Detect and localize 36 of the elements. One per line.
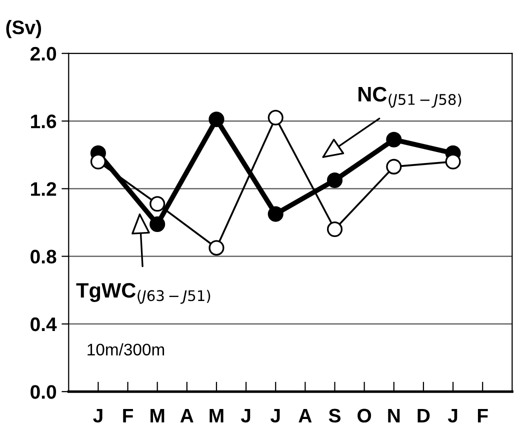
- point: [208, 240, 224, 256]
- x-tick-label: A: [180, 408, 194, 422]
- x-tick-label: N: [388, 408, 400, 422]
- x-tick-label: J: [240, 408, 250, 423]
- point: [150, 216, 166, 232]
- x-tick-label: J: [93, 408, 102, 423]
- x-tick-label: O: [358, 408, 372, 423]
- point: [90, 154, 106, 170]
- x-tick-label: F: [478, 408, 488, 422]
- point: [386, 158, 402, 174]
- point: [326, 221, 343, 238]
- x-tick-label: J: [270, 408, 280, 423]
- x-tick-label: A: [298, 408, 312, 422]
- point: [326, 172, 343, 188]
- annotation: 10m/300m: [88, 343, 164, 356]
- point: [150, 196, 166, 212]
- y-tick-label: 0.4: [30, 317, 57, 332]
- x-tick-label: M: [150, 408, 164, 422]
- x-tick-label: M: [210, 408, 224, 422]
- point: [208, 112, 224, 128]
- y-axis-title: (Sv): [6, 20, 42, 38]
- y-tick-label: 1.6: [31, 114, 56, 128]
- point: [268, 206, 284, 222]
- y-tick-label: 0.8: [30, 250, 56, 264]
- x-tick-label: D: [418, 408, 430, 422]
- y-tick-label: 1.2: [31, 182, 56, 196]
- point: [386, 132, 402, 148]
- annotation: NC$_{(J51−J58)}$: [358, 86, 462, 108]
- y-tick-label: 2.0: [30, 46, 56, 61]
- y-tick-label: 0.0: [30, 385, 56, 399]
- x-tick-label: J: [448, 408, 458, 423]
- point: [268, 110, 284, 126]
- x-tick-label: S: [328, 408, 340, 423]
- point: [445, 154, 461, 170]
- annotation: TgWC$_{(J63−J51)}$: [76, 283, 210, 304]
- x-tick-label: F: [123, 408, 134, 422]
